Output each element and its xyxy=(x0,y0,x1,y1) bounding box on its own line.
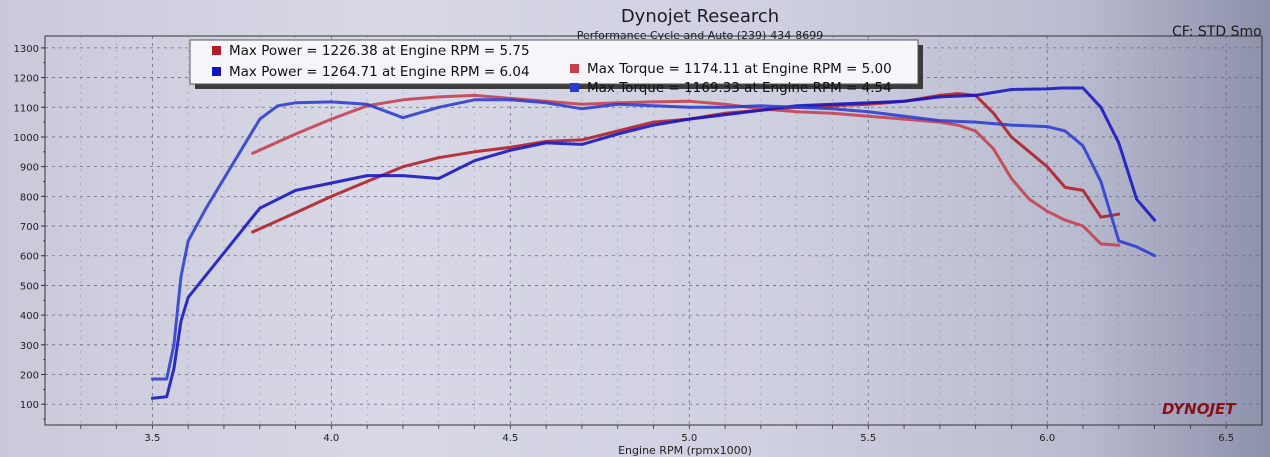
y-tick-label: 200 xyxy=(20,371,39,382)
y-tick-label: 600 xyxy=(20,252,39,263)
y-tick-label: 800 xyxy=(20,192,39,203)
y-tick-label: 300 xyxy=(20,341,39,352)
x-tick-label: 6.0 xyxy=(1039,433,1055,444)
legend-swatch xyxy=(212,46,221,55)
x-tick-label: 4.5 xyxy=(502,433,518,444)
legend-entry: Max Torque = 1169.33 at Engine RPM = 4.5… xyxy=(587,80,892,96)
y-tick-label: 1000 xyxy=(14,133,39,144)
legend-entry: Max Power = 1226.38 at Engine RPM = 5.75 xyxy=(229,43,530,59)
x-tick-label: 5.0 xyxy=(681,433,697,444)
axes: 100 200 300 400 500 600 700 800 900 1000 1100 1200 1… xyxy=(14,35,1263,444)
x-axis-title: Engine RPM (rpmx1000) xyxy=(618,444,752,457)
x-tick-label: 6.5 xyxy=(1218,433,1234,444)
legend-swatch xyxy=(212,67,221,76)
y-tick-label: 1200 xyxy=(14,74,39,85)
series-line-1 xyxy=(251,92,1121,234)
y-tick-label: 1100 xyxy=(14,103,39,114)
x-tick-label: 3.5 xyxy=(144,433,160,444)
x-tick-label: 4.0 xyxy=(323,433,339,444)
y-tick-label: 700 xyxy=(20,222,39,233)
legend-swatch xyxy=(570,64,579,73)
series-line-2 xyxy=(251,93,1121,247)
legend-box xyxy=(189,39,919,85)
y-tick-label: 1300 xyxy=(14,44,39,55)
legend-entry: Max Torque = 1174.11 at Engine RPM = 5.0… xyxy=(587,61,892,77)
legend-swatch xyxy=(570,83,579,92)
y-tick-label: 500 xyxy=(20,281,39,292)
x-tick-label: 5.5 xyxy=(860,433,876,444)
chart-title: Dynojet Research xyxy=(620,6,780,27)
legend-entry: Max Power = 1264.71 at Engine RPM = 6.04 xyxy=(229,64,530,80)
series-line-3 xyxy=(150,86,1157,400)
series-line-4 xyxy=(150,98,1157,381)
dynojet-logo: DYNOJET xyxy=(1162,400,1237,418)
y-tick-label: 100 xyxy=(20,400,39,411)
y-tick-label: 400 xyxy=(20,311,39,322)
y-tick-label: 900 xyxy=(20,163,39,174)
series-lines xyxy=(150,86,1157,400)
legend: Max Power = 1226.38 at Engine RPM = 5.75… xyxy=(189,39,923,96)
